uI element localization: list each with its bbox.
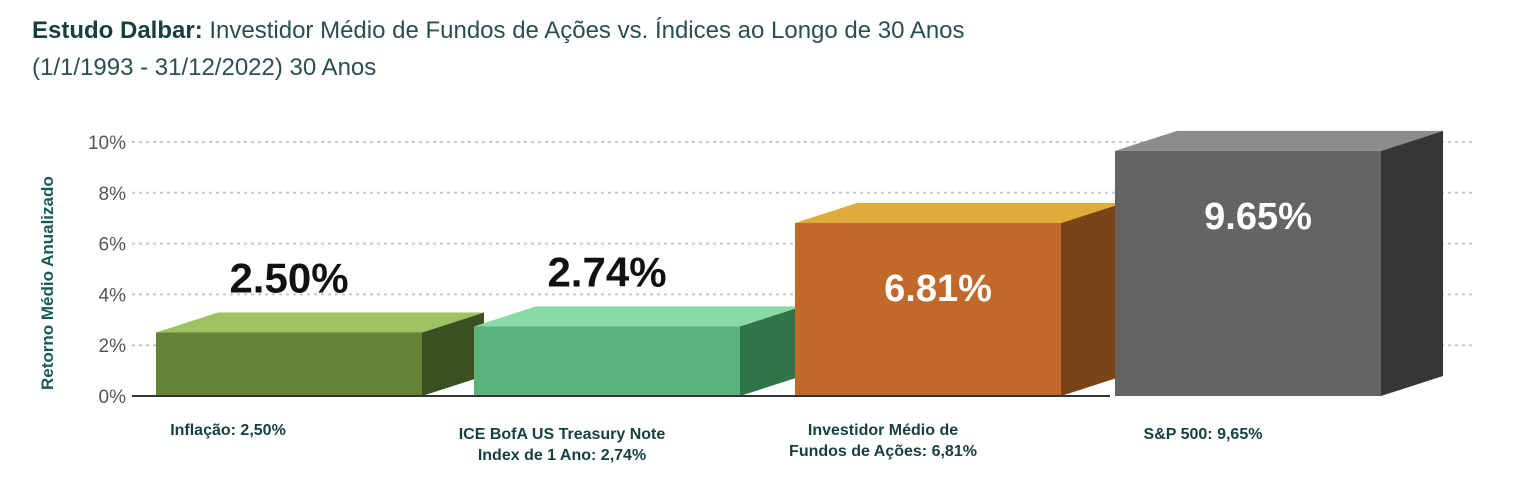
bar-side: [740, 306, 802, 396]
bar: [156, 332, 422, 396]
bar: [1115, 150, 1381, 396]
y-tick-label: 4%: [99, 285, 127, 306]
bar: [474, 326, 740, 396]
title-bold: Estudo Dalbar:: [32, 17, 203, 44]
x-category-label: Inflação: 2,50%: [170, 422, 286, 439]
bar-top: [156, 312, 484, 333]
y-tick-label: 2%: [99, 336, 127, 357]
bar-side: [1061, 203, 1123, 396]
data-label: 9.65%: [1204, 196, 1312, 238]
data-label: 2.50%: [229, 255, 348, 302]
y-tick-label: 6%: [99, 235, 127, 256]
data-label: 2.74%: [547, 248, 666, 295]
data-label: 6.81%: [884, 268, 992, 310]
bar-top: [1115, 130, 1443, 151]
bar-side: [422, 312, 484, 396]
bar: [795, 223, 1061, 396]
x-category-label: S&P 500: 9,65%: [1143, 426, 1263, 443]
x-category-label: Investidor Médio de Fundos de Ações: 6,81…: [789, 422, 977, 460]
y-tick-label: 0%: [99, 387, 127, 408]
x-category-label: ICE BofA US Treasury Note Index de 1 Ano:…: [458, 426, 666, 464]
bar-top: [474, 306, 802, 327]
chart-title: Estudo Dalbar: Investidor Médio de Fundo…: [32, 16, 965, 46]
bar-side: [1381, 130, 1443, 396]
bar-top: [795, 203, 1123, 224]
y-tick-label: 8%: [99, 184, 127, 205]
title-rest: Investidor Médio de Fundos de Ações vs. …: [202, 17, 965, 44]
chart-subtitle: (1/1/1993 - 31/12/2022) 30 Anos: [32, 54, 377, 81]
y-tick-label: 10%: [88, 133, 126, 154]
